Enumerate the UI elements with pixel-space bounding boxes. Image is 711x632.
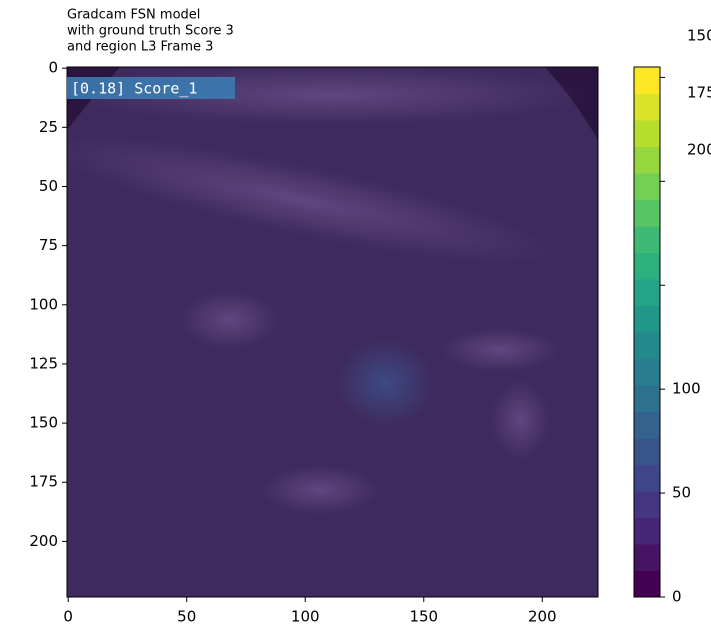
colorbar-band bbox=[634, 120, 660, 147]
annotation-box bbox=[67, 77, 235, 99]
colorbar-band bbox=[634, 279, 660, 306]
y-tick-label: 50 bbox=[39, 177, 58, 195]
y-tick-label: 0 bbox=[48, 59, 58, 77]
overlapping-label: 175 bbox=[687, 84, 711, 102]
colorbar-band bbox=[634, 570, 660, 598]
colorbar-frame bbox=[633, 66, 661, 598]
x-tick-label: 200 bbox=[528, 608, 557, 626]
overlapping-label: 150 bbox=[687, 27, 711, 45]
colorbar-band bbox=[634, 67, 660, 94]
colorbar-band bbox=[634, 146, 660, 174]
x-tick-label: 0 bbox=[63, 608, 73, 626]
colorbar-band bbox=[634, 252, 660, 280]
y-tick-label: 100 bbox=[29, 295, 58, 313]
chart-title: and region L3 Frame 3 bbox=[67, 40, 213, 55]
colorbar-band bbox=[634, 517, 660, 545]
colorbar-band bbox=[634, 411, 660, 439]
ultrasound-image bbox=[67, 67, 598, 597]
chart-title: Gradcam FSN model bbox=[67, 8, 200, 23]
colorbar-band bbox=[634, 199, 660, 227]
y-tick-label: 175 bbox=[29, 473, 58, 491]
y-tick-label: 125 bbox=[29, 354, 58, 372]
colorbar-band bbox=[634, 385, 660, 412]
colorbar-band bbox=[634, 358, 660, 386]
colorbar-band bbox=[634, 93, 660, 121]
colorbar-band bbox=[634, 491, 660, 518]
colorbar-band bbox=[634, 332, 660, 359]
colorbar-tick-label: 100 bbox=[672, 380, 701, 398]
colorbar-band bbox=[634, 544, 660, 571]
colorbar-tick-label: 0 bbox=[672, 588, 682, 606]
colorbar-band bbox=[634, 464, 660, 492]
axes-frame bbox=[66, 66, 599, 598]
colorbar: 0 50 100 150 175 200 bbox=[633, 27, 711, 606]
y-tick-label: 150 bbox=[29, 414, 58, 432]
overlapping-label: 200 bbox=[687, 141, 711, 159]
x-tick-label: 100 bbox=[291, 608, 320, 626]
chart-title: with ground truth Score 3 bbox=[67, 24, 234, 39]
y-tick-label: 200 bbox=[29, 532, 58, 550]
colorbar-band bbox=[634, 226, 660, 253]
y-tick-label: 75 bbox=[39, 236, 58, 254]
y-tick-label: 25 bbox=[39, 118, 58, 136]
annotation: [0.18] Score_1 bbox=[71, 80, 197, 98]
colorbar-band bbox=[634, 173, 660, 200]
x-tick-label: 150 bbox=[409, 608, 438, 626]
colorbar-tick-label: 50 bbox=[672, 484, 691, 502]
colorbar-band bbox=[634, 305, 660, 333]
x-tick-label: 50 bbox=[177, 608, 196, 626]
colorbar-band bbox=[634, 438, 660, 465]
